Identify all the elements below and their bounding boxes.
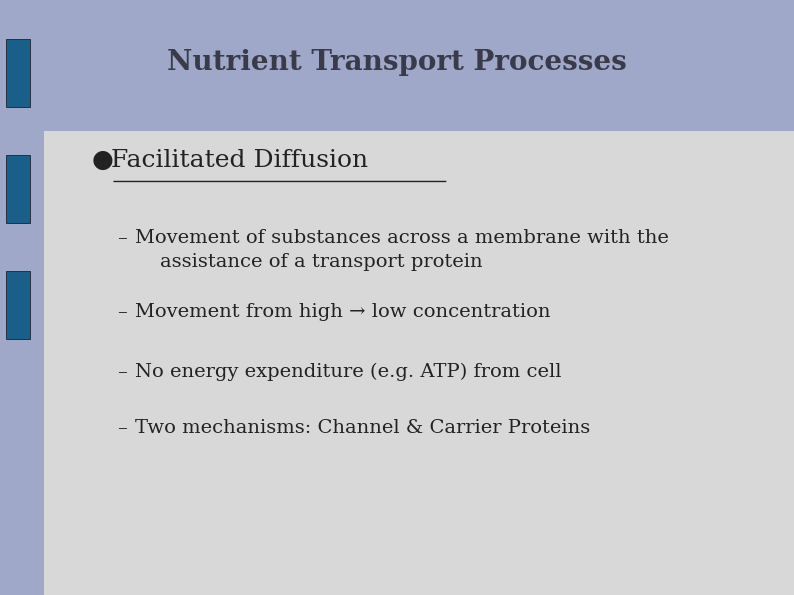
Bar bbox=[44, 131, 794, 595]
Text: –: – bbox=[118, 419, 127, 437]
Bar bbox=[6, 155, 30, 223]
Bar bbox=[0, 0, 794, 131]
Text: Movement of substances across a membrane with the
    assistance of a transport : Movement of substances across a membrane… bbox=[135, 229, 669, 271]
Text: ●: ● bbox=[91, 149, 114, 172]
Text: Nutrient Transport Processes: Nutrient Transport Processes bbox=[167, 49, 627, 76]
Bar bbox=[6, 271, 30, 339]
Text: No energy expenditure (e.g. ATP) from cell: No energy expenditure (e.g. ATP) from ce… bbox=[135, 363, 561, 381]
Text: Two mechanisms: Channel & Carrier Proteins: Two mechanisms: Channel & Carrier Protei… bbox=[135, 419, 590, 437]
Text: –: – bbox=[118, 363, 127, 381]
Text: –: – bbox=[118, 303, 127, 321]
Text: Facilitated Diffusion: Facilitated Diffusion bbox=[111, 149, 368, 172]
Bar bbox=[6, 39, 30, 107]
Text: –: – bbox=[118, 229, 127, 247]
Text: Movement from high → low concentration: Movement from high → low concentration bbox=[135, 303, 550, 321]
